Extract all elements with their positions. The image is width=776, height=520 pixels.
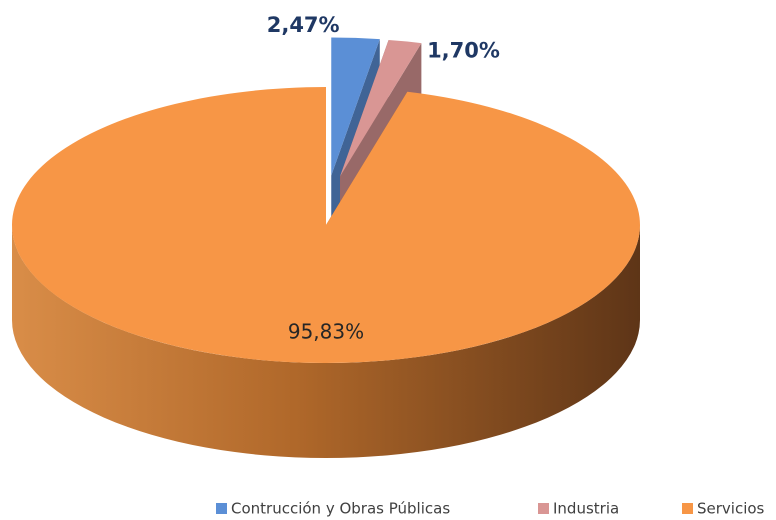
legend-swatch: [216, 503, 227, 514]
legend-swatch: [682, 503, 693, 514]
data-label: 1,70%: [427, 38, 500, 62]
data-label: 95,83%: [288, 320, 364, 344]
legend-label: Servicios: [697, 500, 765, 518]
legend: Contrucción y Obras Públicas Industria Ser…: [216, 500, 765, 518]
pie-slice: [331, 37, 380, 176]
pie-side: [12, 225, 640, 458]
data-label: 2,47%: [267, 13, 340, 37]
pie-slice: [340, 40, 422, 177]
legend-label: Industria: [553, 500, 619, 518]
pie-slice: [12, 87, 641, 364]
pie-tops: [12, 37, 641, 364]
legend-label: Contrucción y Obras Públicas: [231, 500, 450, 518]
data-labels: 2,47% 1,70% 95,83%: [267, 13, 500, 344]
legend-swatch: [538, 503, 549, 514]
